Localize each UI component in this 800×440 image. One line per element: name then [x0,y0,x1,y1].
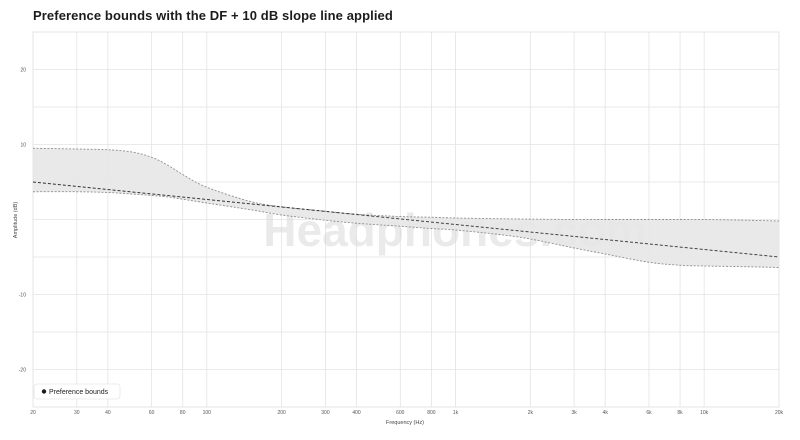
x-tick-label: 8k [677,410,683,416]
x-tick-label: 300 [321,410,330,416]
y-axis-label: Amplitude (dB) [13,202,19,239]
x-tick-label: 20 [30,410,36,416]
x-tick-label: 100 [203,410,212,416]
x-tick-label: 4k [603,410,609,416]
x-tick-label: 6k [646,410,652,416]
x-tick-label: 60 [149,410,155,416]
preference-upper-bound-line [32,147,780,222]
x-tick-label: 2k [528,410,534,416]
y-tick-label: -10 [19,293,26,299]
preference-bounds-band [33,148,779,268]
x-tick-label: 80 [180,410,186,416]
x-tick-label: 800 [427,410,436,416]
legend[interactable]: Preference bounds [33,383,121,400]
legend-dot-icon [41,389,47,394]
y-tick-label: 10 [20,143,26,149]
x-tick-label: 40 [105,410,111,416]
legend-label: Preference bounds [49,389,109,396]
x-tick-label: 10k [700,410,709,416]
series-layer [32,147,780,268]
x-tick-label: 30 [74,410,80,416]
y-tick-label: -20 [19,368,26,374]
preference-lower-bound-line [32,191,780,268]
x-axis-label: Frequency (Hz) [386,420,424,426]
chart-title: Preference bounds with the DF + 10 dB sl… [33,8,393,23]
y-tick-label: 20 [20,68,26,74]
x-tick-label: 200 [277,410,286,416]
x-tick-label: 600 [396,410,405,416]
legend-box [33,383,121,400]
x-tick-label: 1k [453,410,459,416]
tick-labels: 20 30 40 60 80 100 200 300 400 600 800 1k 2k 3k 4k 6k 8k… [19,68,784,417]
x-tick-label: 3k [571,410,577,416]
x-tick-label: 400 [352,410,361,416]
x-tick-label: 20k [775,410,784,416]
